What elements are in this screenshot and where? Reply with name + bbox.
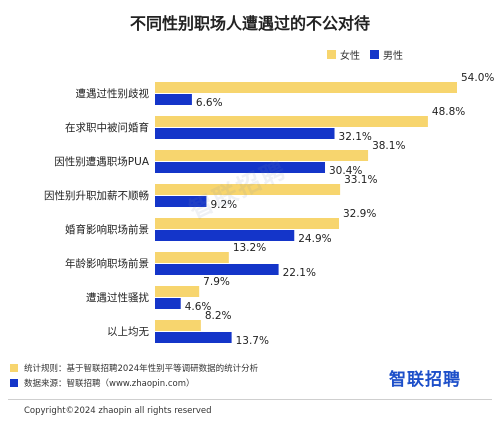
category-label: 在求职中被问婚育	[65, 121, 149, 134]
bar-male	[155, 264, 279, 275]
category-label: 以上均无	[107, 326, 149, 338]
bar-male	[155, 128, 335, 139]
value-label-male: 4.6%	[185, 301, 212, 313]
value-label-male: 30.4%	[329, 165, 362, 177]
legend-item-male: 男性	[370, 47, 403, 62]
value-label-male: 22.1%	[283, 267, 316, 279]
bar-male	[155, 162, 326, 173]
bar-female	[155, 218, 339, 229]
category-label: 遭遇过性别歧视	[76, 87, 150, 100]
brand-logo: 智联招聘	[389, 370, 461, 390]
note-source-text: 数据来源：智联招聘（www.zhaopin.com）	[24, 378, 195, 389]
value-label-male: 9.2%	[210, 199, 237, 211]
bar-chart: 遭遇过性别歧视 54.0% 6.6% 在求职中被问婚育 48.8% 32.1% 因性别遭遇职…	[44, 72, 494, 347]
legend-item-female: 女性	[327, 47, 360, 62]
bar-female	[155, 286, 200, 297]
legend-label-male: 男性	[383, 51, 403, 62]
bar-male	[155, 94, 192, 105]
footer-divider	[8, 399, 492, 400]
value-label-male: 13.7%	[236, 335, 269, 347]
value-label-female: 13.2%	[233, 242, 266, 254]
value-label-male: 24.9%	[298, 233, 331, 245]
bar-male	[155, 298, 181, 309]
value-label-female: 32.9%	[343, 208, 376, 220]
bar-female	[155, 320, 201, 331]
category-label: 年龄影响职场前景	[65, 257, 149, 270]
bar-female	[155, 116, 428, 127]
legend-label-female: 女性	[340, 51, 360, 62]
category-label: 婚育影响职场前景	[65, 223, 149, 236]
legend-swatch-male	[370, 50, 379, 59]
copyright: Copyright©2024 zhaopin all rights reserv…	[24, 406, 212, 416]
bar-female	[155, 252, 229, 263]
value-label-male: 32.1%	[339, 131, 372, 143]
category-label: 遭遇过性骚扰	[86, 291, 149, 304]
legend-swatch-female	[327, 50, 336, 59]
note-source: 数据来源：智联招聘（www.zhaopin.com）	[10, 375, 258, 390]
legend: 女性 男性	[327, 47, 413, 62]
note-rule-text: 统计规则：基于智联招聘2024年性别平等调研数据的统计分析	[24, 363, 259, 374]
bar-female	[155, 184, 341, 195]
category-label: 因性别升职加薪不顺畅	[44, 189, 149, 202]
bar-male	[155, 196, 207, 207]
bar-female	[155, 150, 369, 161]
value-label-female: 48.8%	[432, 106, 465, 118]
value-label-female: 38.1%	[372, 140, 405, 152]
bar-male	[155, 332, 232, 343]
value-label-male: 6.6%	[196, 97, 223, 109]
note-swatch-rule	[10, 363, 18, 372]
value-label-female: 8.2%	[205, 310, 232, 322]
note-rule: 统计规则：基于智联招聘2024年性别平等调研数据的统计分析	[10, 360, 258, 375]
category-label: 因性别遭遇职场PUA	[54, 155, 150, 168]
chart-title: 不同性别职场人遭遇过的不公对待	[129, 14, 370, 33]
note-swatch-source	[10, 378, 18, 387]
notes: 统计规则：基于智联招聘2024年性别平等调研数据的统计分析 数据来源：智联招聘（…	[10, 360, 258, 390]
value-label-female: 54.0%	[461, 72, 494, 84]
value-label-female: 33.1%	[344, 174, 377, 186]
bar-female	[155, 82, 457, 93]
bar-male	[155, 230, 295, 241]
value-label-female: 7.9%	[203, 276, 230, 288]
